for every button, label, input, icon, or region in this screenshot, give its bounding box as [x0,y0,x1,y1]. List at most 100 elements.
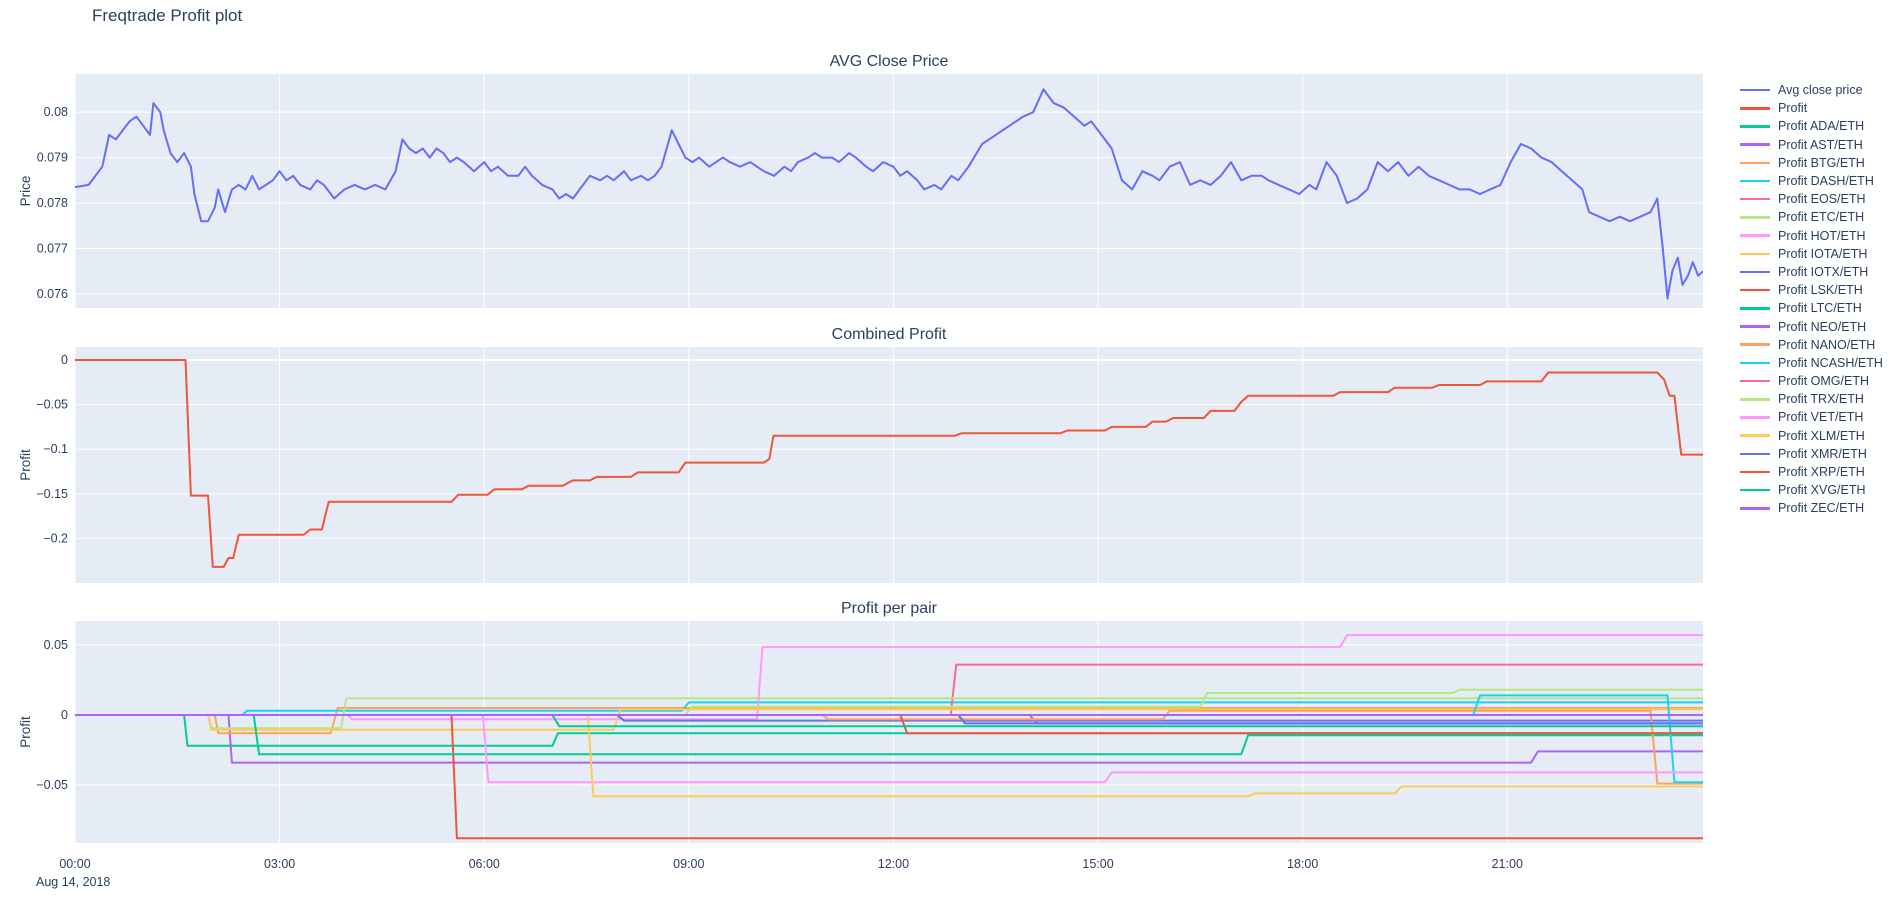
legend-item-profit-xlm-eth[interactable]: Profit XLM/ETH [1740,427,1883,445]
legend-item-profit-lsk-eth[interactable]: Profit LSK/ETH [1740,281,1883,299]
legend-item-profit-xrp-eth[interactable]: Profit XRP/ETH [1740,463,1883,481]
legend-line-swatch [1740,143,1770,146]
legend-item-profit-nano-eth[interactable]: Profit NANO/ETH [1740,336,1883,354]
x-tick-label: 21:00 [1492,857,1523,871]
legend-item-profit-etc-eth[interactable]: Profit ETC/ETH [1740,208,1883,226]
legend-item-profit-xvg-eth[interactable]: Profit XVG/ETH [1740,481,1883,499]
legend-item-label: Profit XVG/ETH [1778,483,1866,498]
x-axis-date-label: Aug 14, 2018 [36,875,110,889]
legend-item-label: Profit XMR/ETH [1778,446,1867,461]
legend-item-profit-eos-eth[interactable]: Profit EOS/ETH [1740,190,1883,208]
legend-line-swatch [1740,125,1770,128]
y-axis-label-0: Price [18,176,33,207]
page-title: Freqtrade Profit plot [92,6,243,25]
legend-item-profit-omg-eth[interactable]: Profit OMG/ETH [1740,372,1883,390]
legend-item-label: Profit BTG/ETH [1778,155,1865,170]
y-tick-label: −0.15 [36,487,68,501]
legend-line-swatch [1740,452,1770,456]
legend-item-profit-dash-eth[interactable]: Profit DASH/ETH [1740,172,1883,190]
legend-item-profit-btg-eth[interactable]: Profit BTG/ETH [1740,154,1883,172]
legend-line-swatch [1740,216,1770,219]
series-line-profit [75,359,1703,568]
legend-item-avg-close-price[interactable]: Avg close price [1740,81,1883,99]
legend-line-swatch [1740,398,1770,401]
x-tick-label: 03:00 [264,857,295,871]
legend-item-label: Profit LSK/ETH [1778,283,1863,298]
legend-line-swatch [1740,361,1770,365]
legend-item-label: Profit ADA/ETH [1778,119,1865,134]
legend-line-swatch [1740,379,1770,383]
legend-item-profit-ada-eth[interactable]: Profit ADA/ETH [1740,117,1883,135]
x-tick-label: 06:00 [469,857,500,871]
plot-area-2[interactable] [75,621,1703,843]
legend-item-label: Profit [1778,101,1808,116]
legend-line-swatch [1740,507,1770,510]
plot-area-1[interactable] [75,347,1703,583]
legend-item-profit-ltc-eth[interactable]: Profit LTC/ETH [1740,299,1883,317]
legend-line-swatch [1740,343,1770,346]
legend-item-profit-vet-eth[interactable]: Profit VET/ETH [1740,408,1883,426]
x-tick-label: 00:00 [59,857,90,871]
legend-item-label: Profit NEO/ETH [1778,319,1867,334]
legend-item-profit-ast-eth[interactable]: Profit AST/ETH [1740,136,1883,154]
legend-item-profit-iotx-eth[interactable]: Profit IOTX/ETH [1740,263,1883,281]
series-line-profit-trx-eth [75,688,1703,716]
legend-line-swatch [1740,161,1770,165]
legend-line-swatch [1740,325,1770,328]
legend-item-label: Profit AST/ETH [1778,137,1863,152]
legend-line-swatch [1740,488,1770,492]
legend-item-label: Profit DASH/ETH [1778,174,1874,189]
plot-area-0[interactable] [75,74,1703,308]
legend-line-swatch [1740,107,1770,110]
legend-item-label: Profit XRP/ETH [1778,465,1865,480]
y-tick-label: 0.08 [44,105,68,119]
legend-item-label: Profit NANO/ETH [1778,337,1876,352]
legend-line-swatch [1740,416,1770,419]
legend-item-profit-ncash-eth[interactable]: Profit NCASH/ETH [1740,354,1883,372]
subplot-title-1: Combined Profit [832,326,947,343]
legend-item-label: Profit LTC/ETH [1778,301,1862,316]
legend-line-swatch [1740,434,1770,437]
subplot-title-0: AVG Close Price [830,53,949,70]
legend-item-label: Profit XLM/ETH [1778,428,1865,443]
x-tick-label: 18:00 [1287,857,1318,871]
legend-item-profit-neo-eth[interactable]: Profit NEO/ETH [1740,317,1883,335]
x-axis: 00:00 03:00 06:00 09:00 12:00 15:00 18:00 21:00… [36,857,1523,889]
series-line-avg-close-price [75,88,1703,300]
legend-item-profit-zec-eth[interactable]: Profit ZEC/ETH [1740,499,1883,517]
x-tick-label: 09:00 [673,857,704,871]
legend-line-swatch [1740,270,1770,274]
legend-item-label: Avg close price [1778,83,1863,98]
legend-item-label: Profit VET/ETH [1778,410,1864,425]
legend-item-label: Profit NCASH/ETH [1778,355,1883,370]
y-tick-label: −0.05 [36,398,68,412]
legend-item-label: Profit IOTA/ETH [1778,246,1868,261]
y-tick-label: 0.076 [37,287,68,301]
legend-line-swatch [1740,307,1770,310]
y-tick-label: 0.077 [37,241,68,255]
legend-item-profit-trx-eth[interactable]: Profit TRX/ETH [1740,390,1883,408]
y-tick-label: 0.079 [37,151,68,165]
legend-item-label: Profit EOS/ETH [1778,192,1866,207]
y-tick-label: 0.078 [37,196,68,210]
legend-item-profit-xmr-eth[interactable]: Profit XMR/ETH [1740,445,1883,463]
x-tick-label: 12:00 [878,857,909,871]
legend-item-label: Profit IOTX/ETH [1778,264,1869,279]
legend-item-label: Profit OMG/ETH [1778,374,1869,389]
legend-line-swatch [1740,470,1770,474]
legend-line-swatch [1740,197,1770,201]
series-line-profit-xlm-eth [75,714,1703,798]
legend-item-profit[interactable]: Profit [1740,99,1883,117]
legend-item-profit-iota-eth[interactable]: Profit IOTA/ETH [1740,245,1883,263]
y-tick-label: −0.1 [43,442,68,456]
legend-item-label: Profit ETC/ETH [1778,210,1865,225]
subplot-title-2: Profit per pair [841,600,938,617]
y-tick-label: 0 [61,353,68,367]
legend-item-profit-hot-eth[interactable]: Profit HOT/ETH [1740,227,1883,245]
y-tick-label: 0 [61,708,68,722]
legend-line-swatch [1740,88,1770,92]
y-tick-label: −0.2 [43,531,68,545]
legend-line-swatch [1740,252,1770,256]
y-axis-label-2: Profit [18,716,33,748]
